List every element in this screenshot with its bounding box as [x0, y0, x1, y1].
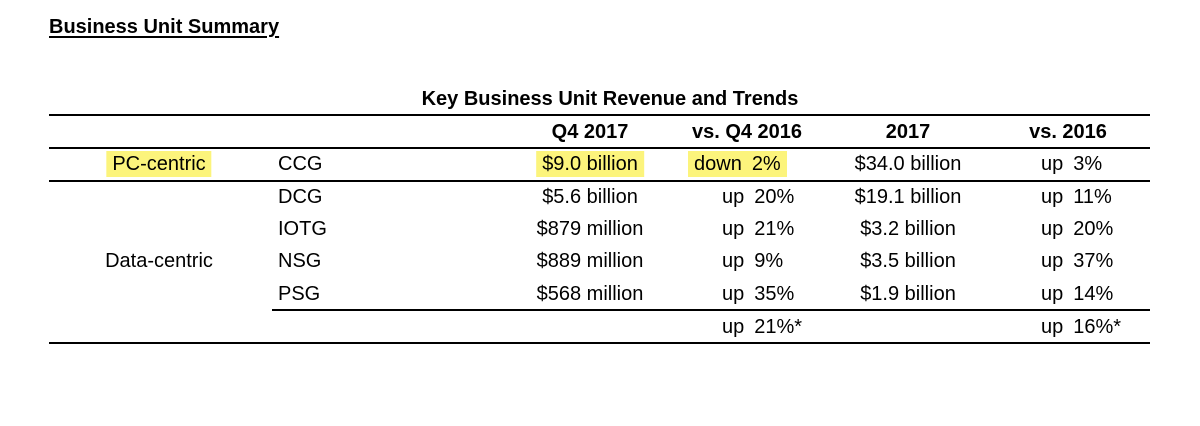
rule-pc-bottom [49, 180, 1150, 182]
header-vs-2016: vs. 2016 [1029, 121, 1107, 143]
table-row-year-change: up 37% [1041, 249, 1113, 273]
percent: 14% [1073, 283, 1114, 305]
table-row-year-change: up 11% [1041, 185, 1112, 209]
table-row-unit: PSG [278, 283, 321, 305]
direction: up [1041, 218, 1064, 240]
table-row-q4: $9.0 billion [536, 151, 644, 177]
table-title: Key Business Unit Revenue and Trends [421, 88, 799, 110]
total-q4-change: up 21%* [722, 315, 802, 339]
table-row-year: $19.1 billion [854, 186, 962, 208]
direction: down [694, 153, 742, 175]
direction: up [722, 250, 745, 272]
direction: up [722, 218, 745, 240]
direction: up [1041, 250, 1064, 272]
percent: 21%* [754, 316, 803, 338]
group-label-pc-centric: PC-centric [106, 151, 212, 177]
table-row-q4: $879 million [536, 218, 644, 240]
table-row-q4: $568 million [536, 283, 644, 305]
percent: 11% [1073, 186, 1112, 208]
table-row-year: $3.2 billion [860, 218, 956, 240]
percent: 9% [754, 250, 784, 272]
direction: up [1041, 316, 1064, 338]
table-row-year-change: up 3% [1041, 152, 1102, 176]
direction: up [722, 316, 745, 338]
table-row-q4-change: up 9% [722, 249, 783, 273]
table-row-unit: IOTG [278, 218, 327, 240]
table-row-q4-change: up 21% [722, 217, 794, 241]
direction: up [1041, 186, 1064, 208]
percent: 2% [751, 153, 781, 175]
table-row-q4: $889 million [536, 250, 644, 272]
table-row-q4-change-highlight: down 2% [688, 151, 787, 177]
table-row-unit: NSG [278, 250, 322, 272]
table-row-q4: $5.6 billion [542, 186, 638, 208]
percent: 20% [1073, 218, 1114, 240]
table-row-q4-change: up 20% [722, 185, 794, 209]
percent: 37% [1073, 250, 1114, 272]
rule-bottom [49, 342, 1150, 344]
percent: 3% [1073, 153, 1103, 175]
percent: 20% [754, 186, 795, 208]
group-label-data-centric: Data-centric [105, 250, 213, 272]
direction: up [1041, 153, 1064, 175]
header-vs-q4-2016: vs. Q4 2016 [691, 121, 803, 143]
direction: up [722, 283, 745, 305]
table-row-q4-change: up 35% [722, 282, 794, 306]
percent: 16%* [1073, 316, 1122, 338]
table-row-year-change: up 14% [1041, 282, 1113, 306]
rule-top [49, 114, 1150, 116]
table-row-unit: CCG [278, 153, 323, 175]
rule-subtotal [272, 309, 1150, 311]
total-year-change: up 16%* [1041, 315, 1121, 339]
header-2017: 2017 [885, 121, 931, 143]
group-label-pc-centric-text: PC-centric [106, 151, 212, 177]
percent: 35% [754, 283, 795, 305]
page-heading: Business Unit Summary [49, 16, 280, 38]
table-row-year-change: up 20% [1041, 217, 1113, 241]
rule-header-bottom [49, 147, 1150, 149]
table-row-q4-highlight: $9.0 billion [536, 151, 644, 177]
table-row-unit: DCG [278, 186, 323, 208]
table-row-year: $1.9 billion [860, 283, 956, 305]
percent: 21% [754, 218, 795, 240]
table-row-q4-change: down 2% [688, 151, 787, 177]
direction: up [722, 186, 745, 208]
header-q4-2017: Q4 2017 [551, 121, 629, 143]
table-row-year: $3.5 billion [860, 250, 956, 272]
direction: up [1041, 283, 1064, 305]
table-row-year: $34.0 billion [854, 153, 962, 175]
